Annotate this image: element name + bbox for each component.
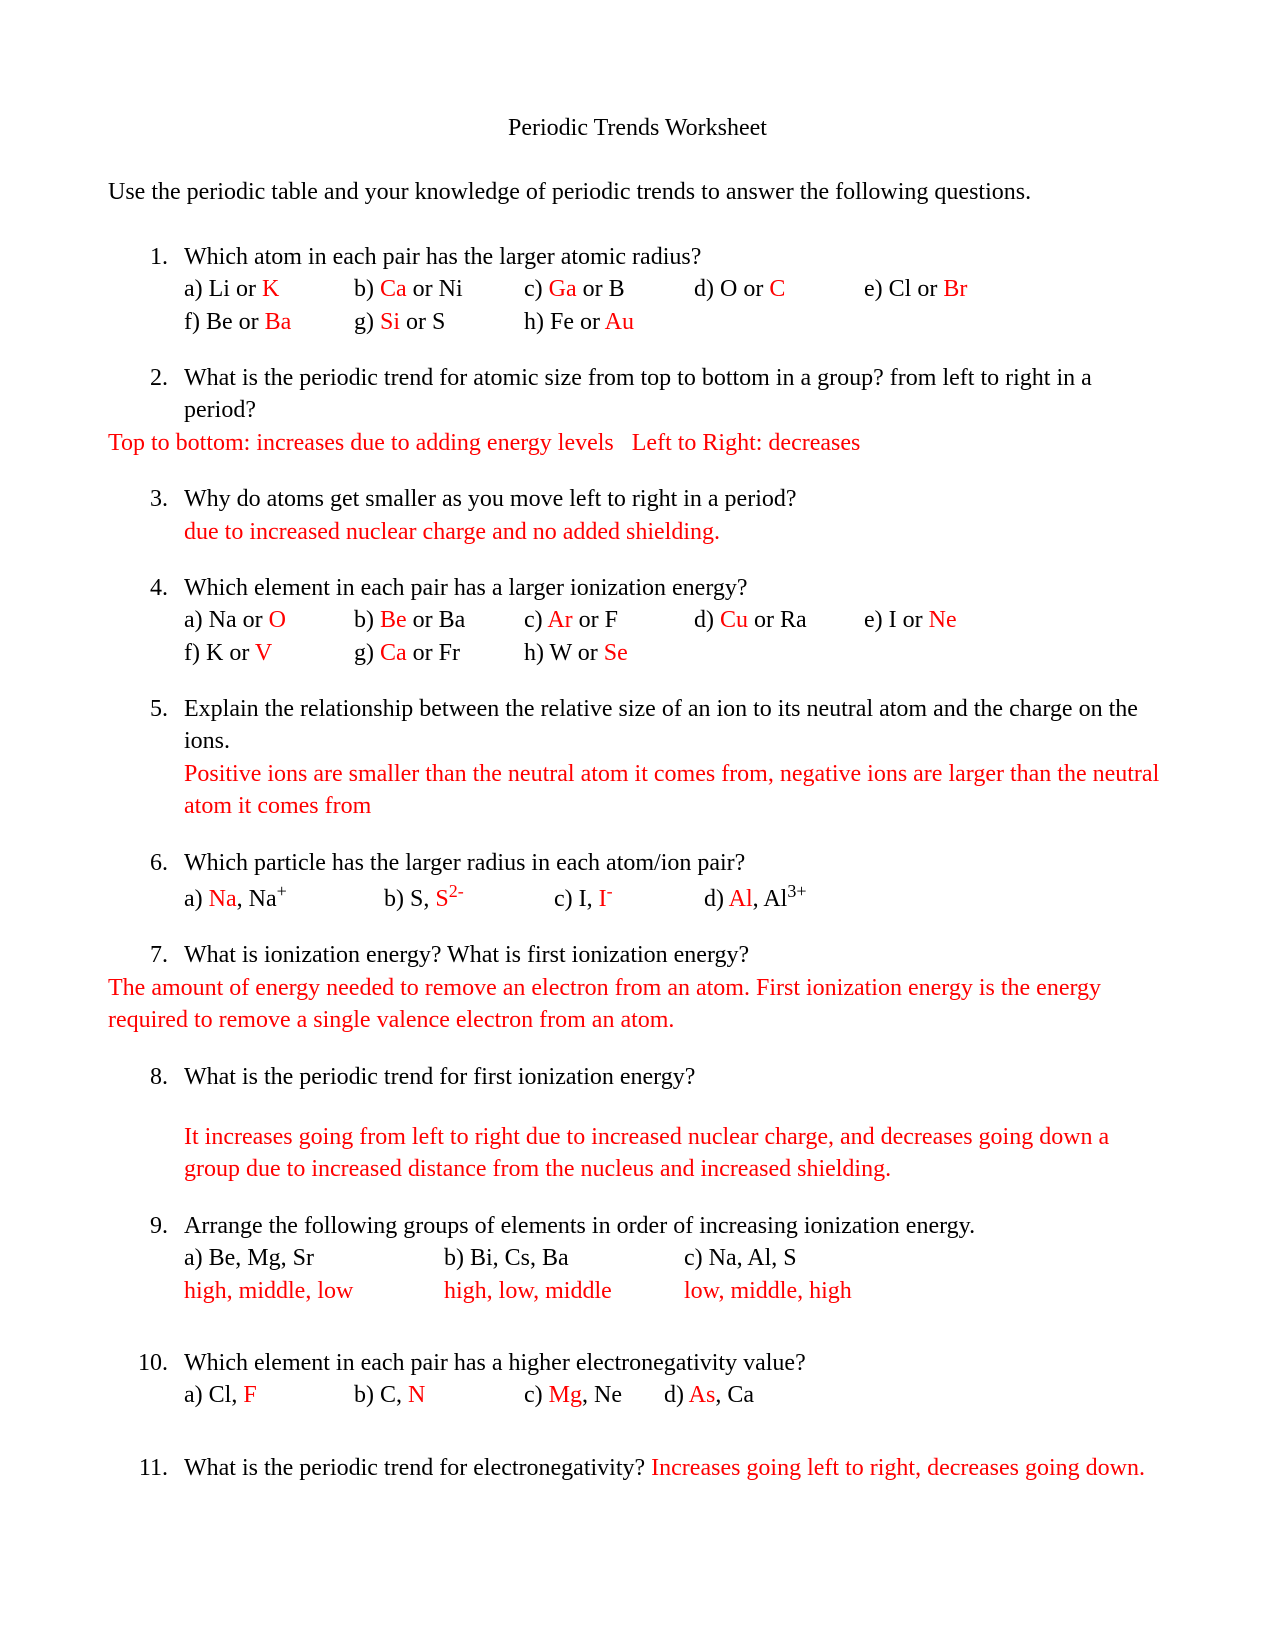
q4-a: a) Na or O — [184, 604, 354, 636]
question-1: Which atom in each pair has the larger a… — [174, 241, 1167, 338]
question-5: Explain the relationship between the rel… — [174, 693, 1167, 823]
page-title: Periodic Trends Worksheet — [108, 112, 1167, 144]
q4-e-answer: Ne — [929, 607, 957, 633]
q1-h: h) Fe or Au — [524, 306, 694, 338]
q1-f: f) Be or Ba — [184, 306, 354, 338]
q4-b-answer: Be — [380, 607, 407, 633]
q6-row: a) Na, Na+ b) S, S2- c) I, I- d) Al, Al3… — [184, 879, 1167, 915]
q4-c-answer: Ar — [547, 607, 572, 633]
question-9: Arrange the following groups of elements… — [174, 1210, 1167, 1307]
q10-d-answer: As — [689, 1382, 716, 1408]
q6-b-answer: S — [435, 886, 448, 912]
question-list: Which atom in each pair has the larger a… — [108, 241, 1167, 1484]
q9-b-label: b) Bi, Cs, Ba — [444, 1242, 684, 1274]
question-8: What is the periodic trend for first ion… — [174, 1061, 1167, 1186]
q10-row: a) Cl, F b) C, N c) Mg, Ne d) As, Ca — [184, 1379, 1167, 1411]
q9-b-answer: high, low, middle — [444, 1275, 684, 1307]
q4-row2: f) K or V g) Ca or Fr h) W or Se — [184, 637, 1167, 669]
q1-a: a) Li or K — [184, 273, 354, 305]
q4-h: h) W or Se — [524, 637, 694, 669]
q10-a-answer: F — [243, 1382, 256, 1408]
q9-a-label: a) Be, Mg, Sr — [184, 1242, 444, 1274]
question-2: What is the periodic trend for atomic si… — [174, 362, 1167, 459]
q5-answer: Positive ions are smaller than the neutr… — [184, 758, 1167, 823]
q1-d-answer: C — [769, 276, 785, 302]
q1-g-answer: Si — [380, 309, 400, 335]
question-3: Why do atoms get smaller as you move lef… — [174, 483, 1167, 548]
q1-prompt: Which atom in each pair has the larger a… — [184, 241, 1167, 273]
q2-prompt: What is the periodic trend for atomic si… — [184, 362, 1167, 427]
q10-c-answer: Mg — [549, 1382, 582, 1408]
q4-d: d) Cu or Ra — [694, 604, 864, 636]
intro-text: Use the periodic table and your knowledg… — [108, 176, 1167, 208]
q9-c-answer: low, middle, high — [684, 1275, 862, 1307]
q9-row2: high, middle, low high, low, middle low,… — [184, 1275, 1167, 1307]
q1-b: b) Ca or Ni — [354, 273, 524, 305]
worksheet-page: Periodic Trends Worksheet Use the period… — [0, 0, 1275, 1651]
q9-row1: a) Be, Mg, Sr b) Bi, Cs, Ba c) Na, Al, S — [184, 1242, 1167, 1274]
q3-answer: due to increased nuclear charge and no a… — [184, 516, 1167, 548]
q5-prompt: Explain the relationship between the rel… — [184, 693, 1167, 758]
q8-prompt: What is the periodic trend for first ion… — [184, 1061, 1167, 1093]
q1-row1: a) Li or K b) Ca or Ni c) Ga or B d) O o… — [184, 273, 1167, 305]
question-10: Which element in each pair has a higher … — [174, 1347, 1167, 1412]
q6-c: c) I, I- — [554, 879, 704, 915]
q1-d: d) O or C — [694, 273, 864, 305]
q10-b: b) C, N — [354, 1379, 524, 1411]
q11-answer: Increases going left to right, decreases… — [651, 1455, 1145, 1481]
q4-row1: a) Na or O b) Be or Ba c) Ar or F d) Cu … — [184, 604, 1167, 636]
q4-d-answer: Cu — [720, 607, 748, 633]
q1-b-answer: Ca — [380, 276, 407, 302]
q4-c: c) Ar or F — [524, 604, 694, 636]
q7-prompt: What is ionization energy? What is first… — [184, 939, 1167, 971]
q6-c-answer: I — [599, 886, 607, 912]
q1-a-answer: K — [262, 276, 279, 302]
q4-f-answer: V — [255, 640, 272, 666]
q10-a: a) Cl, F — [184, 1379, 354, 1411]
question-4: Which element in each pair has a larger … — [174, 572, 1167, 669]
question-11: What is the periodic trend for electrone… — [174, 1452, 1167, 1484]
q6-a-answer: Na — [209, 886, 237, 912]
q1-e: e) Cl or Br — [864, 273, 1034, 305]
q6-d-answer: Al — [729, 886, 753, 912]
q4-b: b) Be or Ba — [354, 604, 524, 636]
q10-prompt: Which element in each pair has a higher … — [184, 1347, 1167, 1379]
q4-h-answer: Se — [604, 640, 628, 666]
q1-c-answer: Ga — [549, 276, 577, 302]
q1-f-answer: Ba — [265, 309, 292, 335]
q2-answer: Top to bottom: increases due to adding e… — [108, 427, 1167, 459]
q9-c-label: c) Na, Al, S — [684, 1242, 854, 1274]
question-7: What is ionization energy? What is first… — [174, 939, 1167, 1036]
q4-e: e) I or Ne — [864, 604, 1034, 636]
q1-g: g) Si or S — [354, 306, 524, 338]
q6-b: b) S, S2- — [384, 879, 554, 915]
question-6: Which particle has the larger radius in … — [174, 847, 1167, 916]
q6-prompt: Which particle has the larger radius in … — [184, 847, 1167, 879]
q1-h-answer: Au — [605, 309, 634, 335]
q9-prompt: Arrange the following groups of elements… — [184, 1210, 1167, 1242]
q4-prompt: Which element in each pair has a larger … — [184, 572, 1167, 604]
q11-prompt: What is the periodic trend for electrone… — [184, 1455, 651, 1481]
q10-b-answer: N — [408, 1382, 425, 1408]
q4-f: f) K or V — [184, 637, 354, 669]
q6-a: a) Na, Na+ — [184, 879, 384, 915]
q7-answer: The amount of energy needed to remove an… — [108, 972, 1167, 1037]
q4-g: g) Ca or Fr — [354, 637, 524, 669]
q1-row2: f) Be or Ba g) Si or S h) Fe or Au — [184, 306, 1167, 338]
q10-c: c) Mg, Ne — [524, 1379, 664, 1411]
q1-c: c) Ga or B — [524, 273, 694, 305]
q3-prompt: Why do atoms get smaller as you move lef… — [184, 483, 1167, 515]
q8-answer: It increases going from left to right du… — [184, 1121, 1167, 1186]
q4-a-answer: O — [269, 607, 286, 633]
q9-a-answer: high, middle, low — [184, 1275, 444, 1307]
q6-d: d) Al, Al3+ — [704, 879, 874, 915]
q10-d: d) As, Ca — [664, 1379, 834, 1411]
q1-e-answer: Br — [943, 276, 967, 302]
q4-g-answer: Ca — [380, 640, 407, 666]
